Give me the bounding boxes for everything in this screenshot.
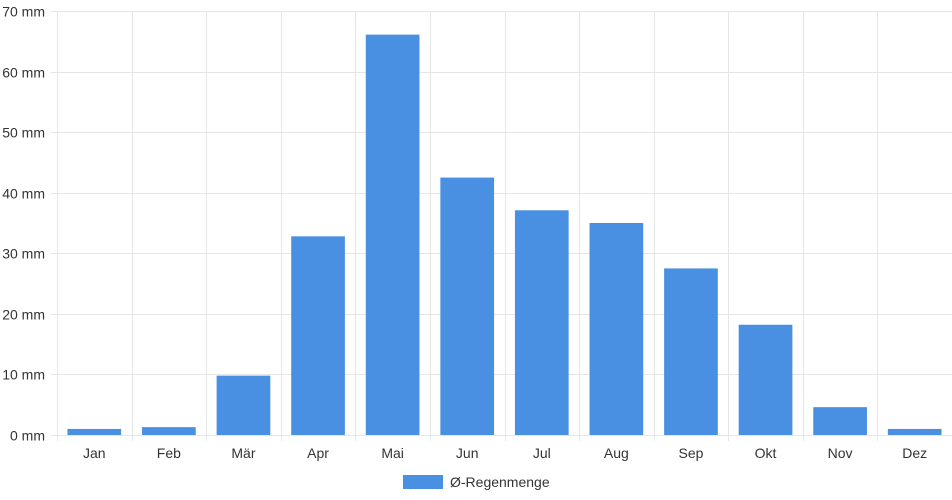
y-tick-label: 50 mm <box>2 125 45 141</box>
legend-swatch <box>403 475 443 489</box>
bar-mär[interactable] <box>216 375 271 435</box>
y-tick-label: 40 mm <box>2 186 45 202</box>
bars <box>67 34 942 436</box>
x-tick-label: Dez <box>902 445 927 461</box>
y-tick-label: 20 mm <box>2 307 45 323</box>
bar-dez[interactable] <box>887 428 942 435</box>
x-tick-label: Jul <box>533 445 551 461</box>
bar-aug[interactable] <box>589 223 644 435</box>
bar-sep[interactable] <box>664 268 718 435</box>
y-tick-label: 30 mm <box>2 246 45 262</box>
x-tick-label: Apr <box>307 445 329 461</box>
legend-label: Ø-Regenmenge <box>450 474 550 490</box>
bar-mai[interactable] <box>365 34 420 436</box>
bar-okt[interactable] <box>738 324 793 435</box>
x-tick-label: Mai <box>381 445 404 461</box>
bar-jun[interactable] <box>440 177 495 435</box>
x-tick-label: Okt <box>755 445 777 461</box>
x-axis-ticks: Jan Feb Mär Apr Mai Jun Jul Aug Sep Okt Nov Dez <box>83 445 927 461</box>
x-tick-label: Nov <box>828 445 853 461</box>
legend[interactable]: Ø-Regenmenge <box>403 474 550 490</box>
x-tick-label: Jun <box>456 445 479 461</box>
y-tick-label: 10 mm <box>2 367 45 383</box>
y-axis-ticks: 0 mm 10 mm 20 mm 30 mm 40 mm 50 mm 60 mm 70 mm <box>2 4 45 444</box>
x-tick-label: Jan <box>83 445 106 461</box>
bar-nov[interactable] <box>813 407 867 435</box>
bar-jul[interactable] <box>514 210 569 435</box>
x-tick-label: Aug <box>604 445 629 461</box>
bar-feb[interactable] <box>142 427 196 435</box>
x-tick-label: Mär <box>231 445 255 461</box>
gridlines <box>51 11 952 441</box>
x-tick-label: Sep <box>678 445 703 461</box>
y-tick-label: 70 mm <box>2 4 45 20</box>
bar-jan[interactable] <box>67 428 122 435</box>
y-tick-label: 0 mm <box>10 428 45 444</box>
bar-apr[interactable] <box>291 236 345 435</box>
x-tick-label: Feb <box>157 445 181 461</box>
y-tick-label: 60 mm <box>2 65 45 81</box>
